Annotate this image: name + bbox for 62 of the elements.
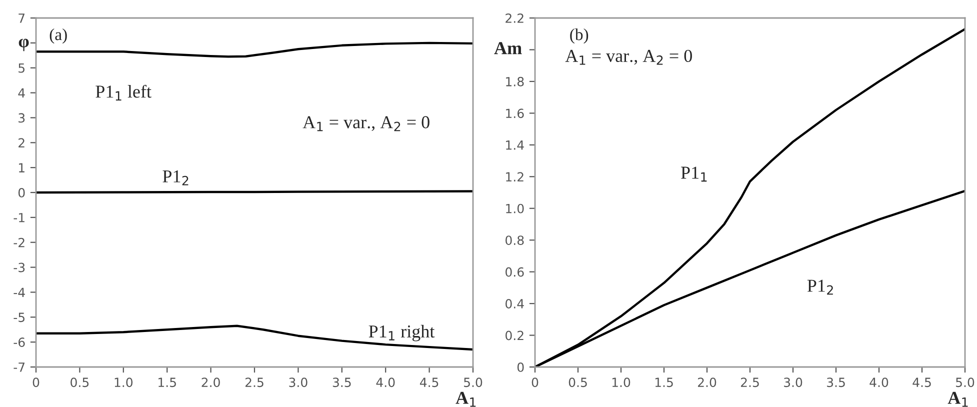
y-tick-label: 1.8 — [506, 76, 524, 86]
y-tick-label: 2.2 — [506, 13, 524, 23]
y-tick-label: -2 — [14, 238, 24, 248]
x-tick-label: 4.5 — [912, 378, 931, 388]
x-axis-title: A$_{1}$ — [456, 392, 476, 407]
y-tick-label: 1.6 — [506, 108, 524, 118]
x-tick-label: 2.0 — [202, 378, 220, 388]
y-tick-label: -3 — [14, 262, 25, 272]
y-tick-label: 1.0 — [506, 204, 524, 214]
y-tick-label: -5 — [14, 312, 24, 322]
x-tick-label: 1.5 — [655, 378, 673, 388]
x-tick-label: 0 — [32, 378, 40, 388]
annotation: A$_{1}$ = var., A$_{2}$ = 0 — [302, 116, 430, 132]
y-tick-label: 3 — [18, 113, 25, 123]
y-axis-title: Am — [494, 42, 522, 54]
x-tick-label: 1.5 — [158, 378, 176, 388]
y-tick-label: 4 — [18, 88, 25, 98]
series-label: P1$_{2}$ — [807, 280, 833, 295]
y-tick-label: 1 — [19, 163, 24, 172]
x-tick-label: 5.0 — [464, 378, 482, 388]
x-tick-label: 3.0 — [784, 378, 802, 388]
x-tick-label: 2.0 — [698, 378, 716, 388]
y-tick-label: 0 — [18, 188, 25, 198]
series-label: P1$_{1}$ right — [368, 324, 435, 342]
x-tick-label: 0.5 — [70, 378, 89, 388]
annotation: (a) — [50, 28, 67, 44]
y-tick-label: -7 — [14, 362, 25, 372]
x-tick-label: 3.5 — [827, 378, 845, 388]
y-tick-label: -1 — [14, 213, 24, 222]
x-tick-label: 4.0 — [376, 378, 395, 388]
line-series — [36, 42, 473, 58]
x-tick-label: 3.5 — [332, 378, 351, 388]
y-tick-label: 7 — [18, 14, 25, 23]
x-tick-label: 0 — [532, 378, 538, 388]
series-label: P1$_{1}$ left — [96, 84, 152, 101]
y-axis-title: φ — [18, 38, 29, 52]
text: P1$_{1}$ — [681, 166, 707, 182]
x-tick-label: 0.5 — [568, 378, 587, 388]
annotation: (b) — [570, 28, 588, 44]
y-tick-label: 0.6 — [506, 267, 524, 277]
y-tick-label: 0.2 — [506, 330, 524, 340]
y-tick-label: 1.4 — [506, 140, 524, 150]
y-tick-label: 2 — [18, 138, 24, 148]
x-tick-label: 3.0 — [289, 378, 308, 388]
x-axis-title: A$_{1}$ — [948, 392, 968, 407]
y-tick-label: -6 — [14, 338, 25, 347]
y-tick-label: 0.8 — [506, 236, 524, 246]
y-tick-label: 0.4 — [506, 299, 524, 308]
x-tick-label: 2.5 — [245, 378, 264, 388]
line-series — [36, 324, 473, 351]
x-tick-label: 1.0 — [114, 378, 133, 388]
y-tick-label: -4 — [14, 288, 25, 297]
x-tick-label: 4.5 — [420, 378, 438, 388]
x-tick-label: 4.0 — [870, 378, 888, 388]
x-tick-label: 1.0 — [612, 378, 630, 388]
y-tick-label: 0 — [517, 362, 524, 372]
y-tick-label: 1.2 — [506, 172, 524, 182]
x-tick-label: 2.5 — [740, 378, 759, 388]
y-tick-label: 5 — [18, 63, 24, 73]
x-tick-label: 5.0 — [956, 378, 974, 388]
series-label: P1$_{2}$ — [162, 170, 188, 186]
annotation: A$_{1}$ = var., A$_{2}$ = 0 — [565, 50, 692, 65]
